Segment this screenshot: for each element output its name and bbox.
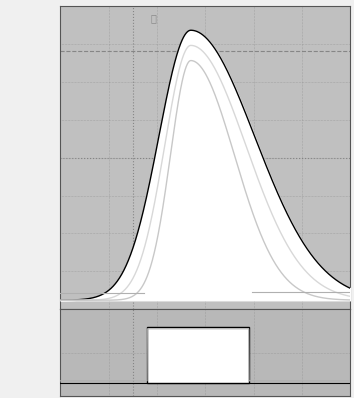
Text: ᴜ: ᴜ <box>150 13 156 23</box>
Bar <box>147 327 249 383</box>
